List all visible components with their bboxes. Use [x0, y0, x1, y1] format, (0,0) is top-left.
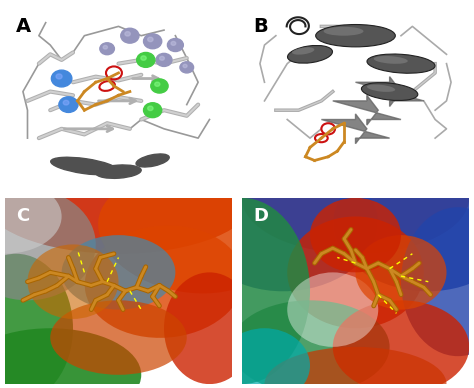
- Circle shape: [59, 97, 78, 113]
- Ellipse shape: [173, 198, 310, 384]
- Polygon shape: [333, 95, 401, 125]
- Ellipse shape: [62, 235, 175, 310]
- Ellipse shape: [164, 272, 255, 384]
- Circle shape: [147, 37, 153, 42]
- Circle shape: [147, 106, 153, 111]
- Polygon shape: [321, 114, 390, 144]
- Circle shape: [155, 82, 160, 87]
- Circle shape: [63, 100, 69, 105]
- Ellipse shape: [219, 328, 310, 388]
- Ellipse shape: [230, 300, 390, 388]
- Ellipse shape: [324, 27, 364, 36]
- Ellipse shape: [292, 47, 314, 55]
- Circle shape: [51, 70, 72, 87]
- Circle shape: [141, 56, 146, 60]
- Circle shape: [100, 43, 114, 55]
- Circle shape: [144, 34, 162, 49]
- Ellipse shape: [0, 142, 255, 254]
- Ellipse shape: [0, 189, 96, 300]
- Circle shape: [121, 28, 139, 43]
- Circle shape: [167, 38, 183, 52]
- Ellipse shape: [374, 56, 408, 64]
- Ellipse shape: [333, 300, 469, 388]
- Text: B: B: [253, 17, 268, 36]
- Ellipse shape: [85, 225, 243, 338]
- Circle shape: [183, 64, 187, 68]
- Circle shape: [103, 45, 108, 49]
- Circle shape: [137, 52, 155, 68]
- Circle shape: [171, 42, 176, 45]
- Circle shape: [160, 56, 164, 60]
- Ellipse shape: [242, 142, 469, 254]
- Text: D: D: [253, 207, 268, 225]
- Ellipse shape: [0, 179, 62, 254]
- Text: A: A: [16, 17, 31, 36]
- Circle shape: [56, 74, 62, 79]
- Ellipse shape: [362, 83, 418, 100]
- Ellipse shape: [316, 24, 395, 47]
- Ellipse shape: [367, 85, 395, 92]
- Ellipse shape: [367, 54, 435, 73]
- Circle shape: [151, 79, 168, 93]
- Ellipse shape: [287, 217, 424, 328]
- Ellipse shape: [98, 177, 275, 293]
- Ellipse shape: [401, 207, 474, 356]
- Polygon shape: [356, 77, 424, 106]
- Circle shape: [156, 54, 172, 66]
- Ellipse shape: [197, 160, 378, 291]
- Ellipse shape: [51, 157, 118, 175]
- Text: C: C: [16, 207, 29, 225]
- Circle shape: [125, 31, 130, 36]
- Ellipse shape: [96, 165, 141, 178]
- Ellipse shape: [333, 160, 474, 291]
- Ellipse shape: [310, 198, 401, 272]
- Circle shape: [180, 62, 193, 73]
- Ellipse shape: [50, 300, 187, 375]
- Ellipse shape: [356, 235, 447, 310]
- Ellipse shape: [0, 254, 73, 388]
- Ellipse shape: [0, 328, 141, 388]
- Ellipse shape: [136, 154, 169, 167]
- Ellipse shape: [27, 244, 118, 319]
- Ellipse shape: [288, 45, 332, 63]
- Ellipse shape: [287, 272, 378, 347]
- Circle shape: [144, 103, 162, 118]
- Ellipse shape: [264, 347, 447, 388]
